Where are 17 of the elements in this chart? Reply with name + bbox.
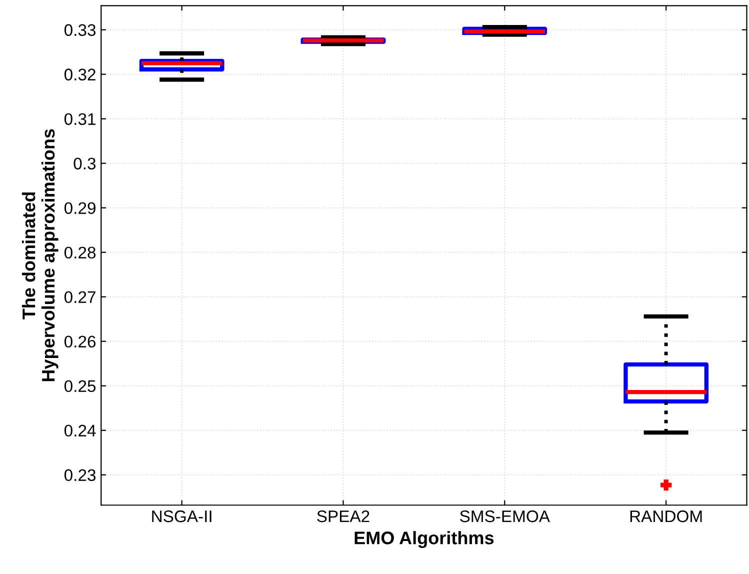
x-axis-title: EMO Algorithms <box>354 531 494 548</box>
y-tick-label: 0.29 <box>64 202 96 214</box>
y-tick-label: 0.25 <box>64 380 96 392</box>
x-tick-label: NSGA-II <box>152 510 212 522</box>
y-tick-label: 0.26 <box>64 336 96 348</box>
y-tick-label: 0.27 <box>64 291 96 304</box>
x-tick-label: RANDOM <box>630 510 702 522</box>
y-tick-label: 0.23 <box>64 469 96 482</box>
x-tick-label: SPEA2 <box>317 510 370 522</box>
y-tick-label: 0.28 <box>64 246 96 259</box>
y-tick-label: 0.24 <box>64 424 96 437</box>
y-tick-label: 0.32 <box>64 68 96 80</box>
y-tick-label: 0.31 <box>64 113 96 125</box>
y-tick-label: 0.33 <box>64 24 96 36</box>
y-tick-label: 0.3 <box>74 158 96 170</box>
x-tick-label: SMS-EMOA <box>460 510 550 522</box>
y-axis-title: The dominated Hypervolume approximations <box>22 129 58 382</box>
